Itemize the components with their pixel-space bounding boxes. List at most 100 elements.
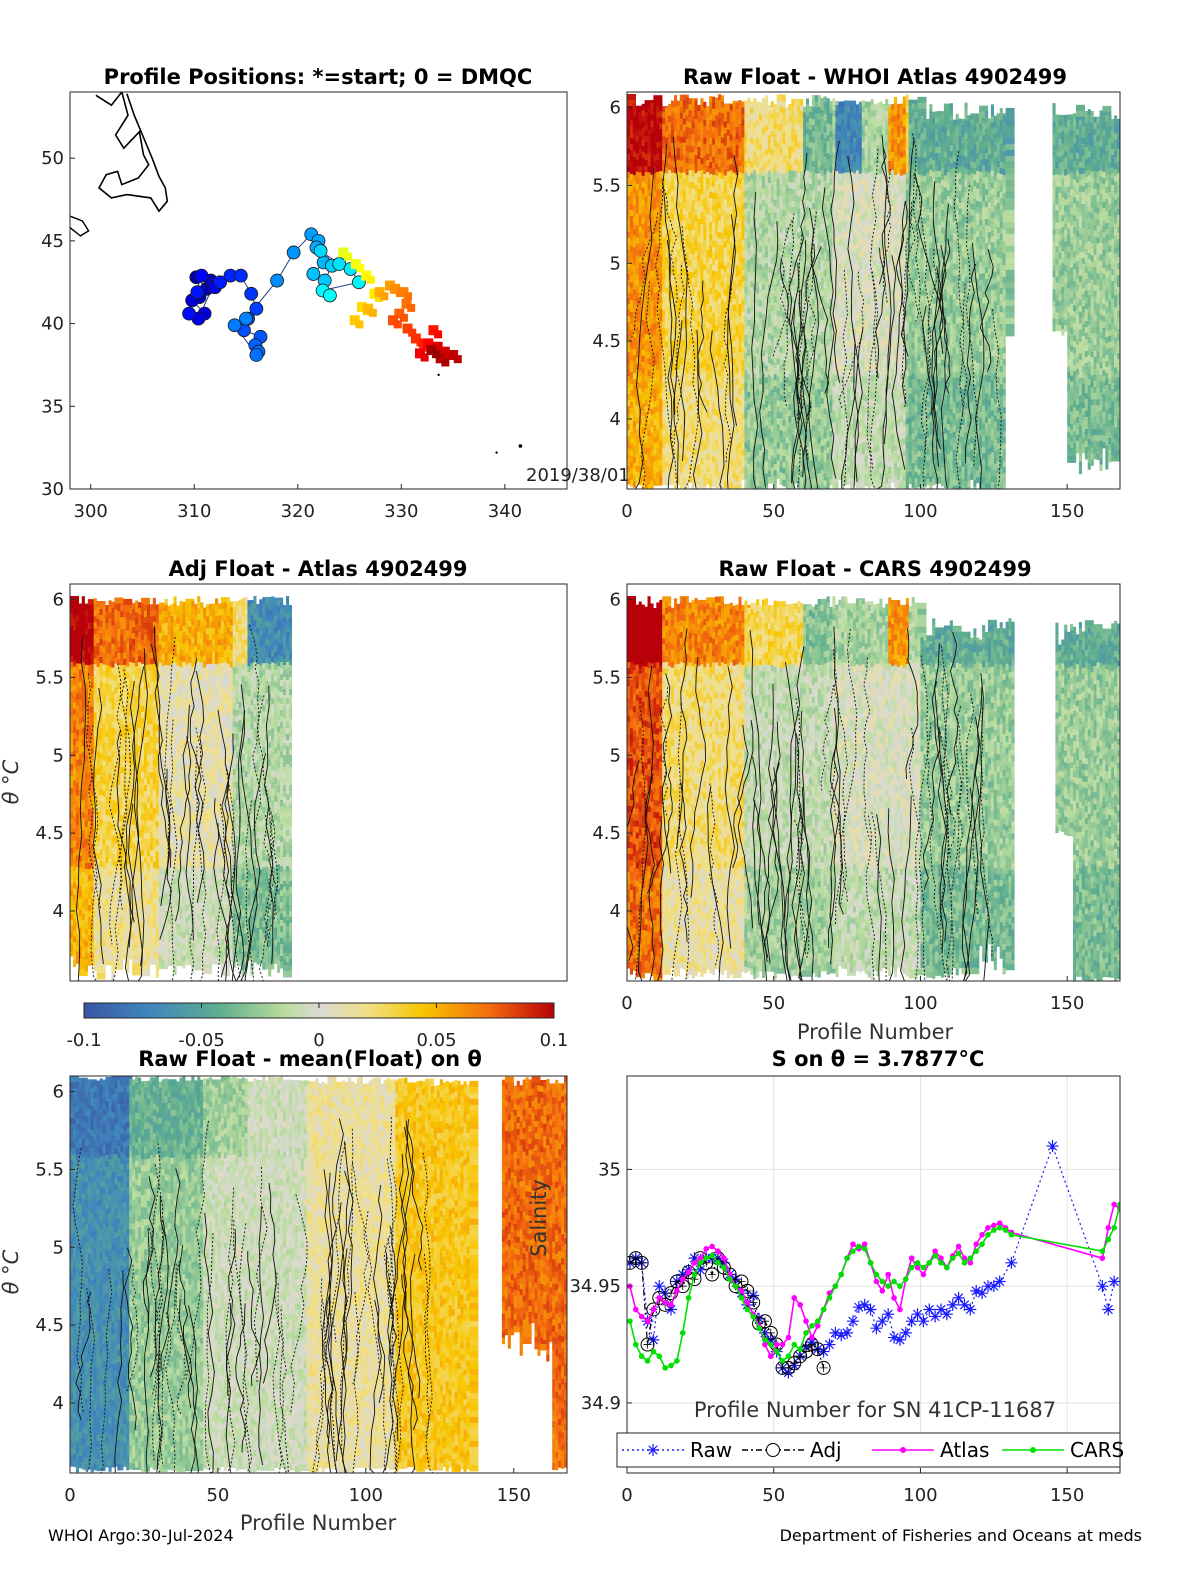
heat-cell bbox=[844, 232, 848, 239]
heat-cell bbox=[753, 434, 757, 441]
heat-cell bbox=[817, 263, 821, 270]
heat-cell bbox=[720, 215, 724, 222]
heat-cell bbox=[694, 101, 698, 108]
heat-cell bbox=[738, 310, 742, 317]
heat-cell bbox=[694, 161, 698, 168]
heat-cell bbox=[709, 294, 713, 301]
heat-cell bbox=[770, 161, 774, 168]
heat-cell bbox=[729, 308, 733, 315]
heat-cell bbox=[691, 98, 695, 105]
heat-cell bbox=[691, 446, 695, 453]
heat-cell bbox=[665, 437, 669, 444]
heat-cell bbox=[808, 280, 812, 287]
heat-cell bbox=[726, 453, 730, 460]
heat-cell bbox=[808, 256, 812, 263]
heat-cell bbox=[762, 422, 766, 429]
heat-cell bbox=[764, 443, 768, 450]
heat-cell bbox=[841, 395, 845, 402]
heat-cell bbox=[703, 155, 707, 163]
heat-cell bbox=[808, 346, 812, 353]
heat-cell bbox=[770, 449, 774, 456]
track-point-later bbox=[441, 358, 450, 367]
heat-cell bbox=[841, 479, 845, 486]
heat-cell bbox=[682, 466, 686, 474]
heat-cell bbox=[712, 186, 716, 194]
heat-cell bbox=[744, 118, 748, 126]
heat-cell bbox=[764, 185, 768, 192]
heat-cell bbox=[747, 181, 751, 189]
heat-cell bbox=[674, 239, 678, 246]
heat-cell bbox=[770, 239, 774, 246]
heat-cell bbox=[629, 348, 633, 355]
heat-cell bbox=[770, 329, 774, 336]
heat-cell bbox=[726, 177, 730, 184]
heat-cell bbox=[841, 149, 845, 156]
heat-cell bbox=[694, 107, 698, 114]
heat-cell bbox=[691, 182, 695, 189]
heat-cell bbox=[782, 275, 786, 283]
heat-cell bbox=[835, 213, 839, 220]
heat-cell bbox=[735, 259, 739, 266]
coastline-nova-scotia bbox=[70, 215, 90, 237]
heat-cell bbox=[762, 266, 766, 273]
heat-cell bbox=[753, 164, 757, 171]
heat-cell bbox=[823, 366, 827, 373]
track-point-later bbox=[380, 292, 389, 301]
heat-cell bbox=[712, 444, 716, 452]
heat-cell bbox=[641, 307, 645, 315]
heat-cell bbox=[700, 176, 704, 183]
heat-cell bbox=[835, 387, 839, 394]
heat-cell bbox=[747, 175, 751, 183]
heat-cell bbox=[841, 317, 845, 324]
heat-cell bbox=[814, 137, 818, 144]
heat-cell bbox=[744, 208, 748, 216]
heat-cell bbox=[709, 426, 713, 433]
heat-cell bbox=[762, 242, 766, 249]
heat-cell bbox=[641, 181, 645, 189]
heat-cell bbox=[832, 134, 836, 141]
heat-cell bbox=[756, 341, 760, 348]
track-point-later bbox=[393, 320, 402, 329]
heat-cell bbox=[729, 134, 733, 141]
heat-cell bbox=[691, 272, 695, 279]
heat-cell bbox=[638, 358, 642, 366]
heat-cell bbox=[844, 334, 848, 341]
heat-cell bbox=[691, 404, 695, 411]
heat-cell bbox=[703, 311, 707, 319]
heat-cell bbox=[779, 124, 783, 131]
heat-cell bbox=[629, 408, 633, 415]
heat-cell bbox=[753, 470, 757, 477]
heat-cell bbox=[762, 272, 766, 279]
heat-cell bbox=[647, 376, 651, 383]
heat-cell bbox=[674, 293, 678, 300]
heat-cell bbox=[773, 146, 777, 153]
heat-cell bbox=[764, 401, 768, 408]
heat-cell bbox=[817, 287, 821, 294]
heat-cell bbox=[764, 365, 768, 372]
heat-cell bbox=[674, 251, 678, 258]
heat-cell bbox=[770, 179, 774, 186]
heat-cell bbox=[676, 105, 680, 113]
heat-cell bbox=[665, 359, 669, 366]
heat-cell bbox=[738, 238, 742, 245]
heat-cell bbox=[782, 341, 786, 349]
heat-cell bbox=[682, 454, 686, 462]
heat-cell bbox=[782, 311, 786, 319]
heat-cell bbox=[629, 222, 633, 229]
heat-cell bbox=[729, 392, 733, 399]
heat-cell bbox=[762, 296, 766, 303]
heat-cell bbox=[773, 254, 777, 261]
heat-cell bbox=[841, 233, 845, 240]
heat-cell bbox=[712, 456, 716, 464]
heat-cell bbox=[826, 387, 830, 394]
heat-cell bbox=[656, 423, 660, 431]
heat-cell bbox=[638, 232, 642, 240]
heat-cell bbox=[718, 418, 722, 425]
heat-cell bbox=[791, 398, 795, 406]
heat-cell bbox=[665, 251, 669, 258]
heat-cell bbox=[817, 119, 821, 126]
heat-cell bbox=[844, 400, 848, 407]
heat-cell bbox=[773, 182, 777, 189]
heat-cell bbox=[738, 202, 742, 209]
heat-cell bbox=[632, 193, 636, 200]
